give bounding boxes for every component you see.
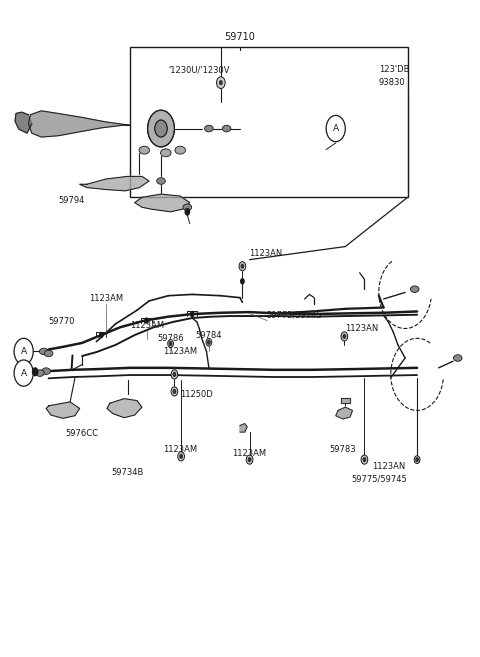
Text: 59770: 59770 — [48, 317, 75, 327]
Text: 59786: 59786 — [157, 334, 184, 343]
Circle shape — [240, 278, 245, 284]
Ellipse shape — [139, 147, 150, 154]
Polygon shape — [28, 111, 130, 137]
Text: 1123AM: 1123AM — [163, 445, 197, 454]
Ellipse shape — [454, 355, 462, 361]
Circle shape — [326, 116, 345, 142]
Circle shape — [415, 457, 419, 463]
Circle shape — [342, 334, 346, 339]
Text: A: A — [21, 347, 27, 356]
Circle shape — [168, 340, 173, 348]
Ellipse shape — [410, 286, 419, 292]
Text: 59784: 59784 — [196, 330, 222, 340]
Circle shape — [248, 457, 252, 463]
Bar — [130, 47, 408, 197]
Circle shape — [216, 77, 225, 89]
Text: 11250D: 11250D — [180, 390, 213, 399]
Polygon shape — [80, 176, 149, 191]
Ellipse shape — [157, 177, 165, 184]
Ellipse shape — [39, 348, 48, 355]
Polygon shape — [336, 407, 352, 419]
Circle shape — [168, 341, 172, 346]
Text: 5976CC: 5976CC — [65, 429, 98, 438]
Circle shape — [99, 332, 104, 338]
Text: 59794: 59794 — [58, 196, 84, 205]
Polygon shape — [107, 399, 142, 418]
Ellipse shape — [160, 149, 171, 157]
Text: 59783: 59783 — [330, 445, 356, 454]
Text: 1123AM: 1123AM — [130, 321, 164, 330]
Circle shape — [362, 457, 366, 463]
Text: '1230U/'1230V: '1230U/'1230V — [168, 65, 230, 74]
Text: 59775/59745: 59775/59745 — [266, 311, 322, 320]
Text: A: A — [21, 369, 27, 378]
Circle shape — [246, 455, 253, 464]
Text: 1123AN: 1123AN — [345, 324, 379, 333]
Text: 59734B: 59734B — [111, 468, 144, 477]
Circle shape — [190, 311, 194, 317]
Text: 1123AM: 1123AM — [163, 347, 197, 356]
Circle shape — [144, 317, 149, 324]
Text: 93830: 93830 — [379, 78, 406, 87]
Polygon shape — [135, 194, 190, 212]
Ellipse shape — [36, 370, 44, 376]
Text: 1123AN: 1123AN — [372, 462, 405, 470]
Ellipse shape — [222, 125, 231, 132]
Polygon shape — [15, 112, 32, 133]
Text: 1123AM: 1123AM — [232, 449, 266, 457]
Text: A: A — [333, 124, 339, 133]
Circle shape — [155, 120, 167, 137]
Ellipse shape — [44, 350, 53, 357]
Circle shape — [148, 110, 174, 147]
Circle shape — [207, 340, 211, 345]
Text: 59710: 59710 — [225, 32, 255, 42]
Ellipse shape — [42, 368, 50, 374]
Ellipse shape — [183, 204, 192, 210]
Polygon shape — [240, 424, 247, 432]
Text: 1123AM: 1123AM — [89, 294, 123, 304]
Ellipse shape — [204, 125, 213, 132]
Polygon shape — [340, 398, 350, 403]
Circle shape — [414, 456, 420, 464]
Circle shape — [171, 370, 178, 379]
Circle shape — [206, 338, 212, 346]
Circle shape — [171, 387, 178, 396]
Circle shape — [32, 367, 38, 376]
Circle shape — [172, 372, 176, 377]
Circle shape — [184, 208, 190, 215]
Circle shape — [239, 261, 246, 271]
Circle shape — [14, 360, 33, 386]
Circle shape — [179, 454, 183, 459]
Circle shape — [172, 389, 176, 394]
Circle shape — [240, 263, 244, 269]
Circle shape — [341, 332, 348, 341]
Ellipse shape — [175, 147, 185, 154]
Text: 123'DB: 123'DB — [379, 65, 409, 74]
Text: 59775/59745: 59775/59745 — [351, 475, 407, 484]
Circle shape — [14, 338, 33, 365]
Circle shape — [361, 455, 368, 464]
Circle shape — [219, 80, 223, 85]
Circle shape — [178, 452, 184, 461]
Polygon shape — [46, 402, 80, 419]
Text: 1123AN: 1123AN — [250, 248, 283, 258]
